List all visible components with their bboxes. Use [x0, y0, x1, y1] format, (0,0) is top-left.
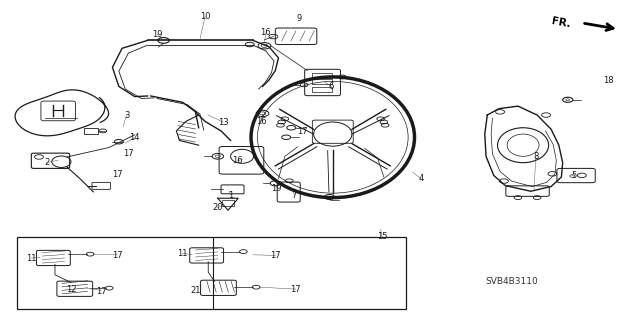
- Text: 17: 17: [123, 149, 134, 158]
- Text: 16: 16: [260, 28, 271, 37]
- Text: 11: 11: [26, 254, 36, 263]
- Text: 16: 16: [232, 156, 243, 165]
- Bar: [312, 87, 332, 92]
- Text: 6: 6: [329, 82, 334, 91]
- Text: SVB4B3110: SVB4B3110: [485, 277, 538, 286]
- Text: 18: 18: [604, 76, 614, 85]
- Text: 9: 9: [296, 14, 301, 23]
- Text: 3: 3: [124, 111, 129, 120]
- Text: 5: 5: [572, 171, 577, 180]
- Text: 17: 17: [112, 170, 123, 179]
- Text: FR.: FR.: [550, 16, 571, 30]
- Text: 11: 11: [177, 249, 188, 258]
- Bar: [84, 128, 98, 134]
- Text: 12: 12: [66, 285, 76, 294]
- Bar: [312, 79, 332, 84]
- Text: 14: 14: [129, 133, 140, 142]
- Text: 17: 17: [297, 127, 307, 136]
- Text: 17: 17: [95, 287, 106, 296]
- Text: 13: 13: [218, 117, 228, 127]
- Text: 4: 4: [419, 174, 424, 183]
- Text: 2: 2: [44, 158, 49, 167]
- Text: 16: 16: [256, 117, 267, 126]
- Text: 10: 10: [200, 12, 211, 21]
- Text: 19: 19: [271, 184, 282, 193]
- Text: 8: 8: [533, 152, 538, 161]
- Text: 19: 19: [152, 30, 163, 39]
- Bar: [312, 73, 332, 78]
- Text: 17: 17: [270, 251, 280, 260]
- Text: 1: 1: [228, 190, 233, 200]
- Text: 15: 15: [377, 232, 387, 241]
- Text: 21: 21: [190, 286, 201, 295]
- Text: 7: 7: [292, 190, 297, 200]
- Text: 20: 20: [212, 203, 223, 212]
- Bar: [221, 200, 234, 206]
- Bar: [17, 237, 406, 309]
- Text: 17: 17: [291, 285, 301, 294]
- Text: 17: 17: [111, 251, 122, 260]
